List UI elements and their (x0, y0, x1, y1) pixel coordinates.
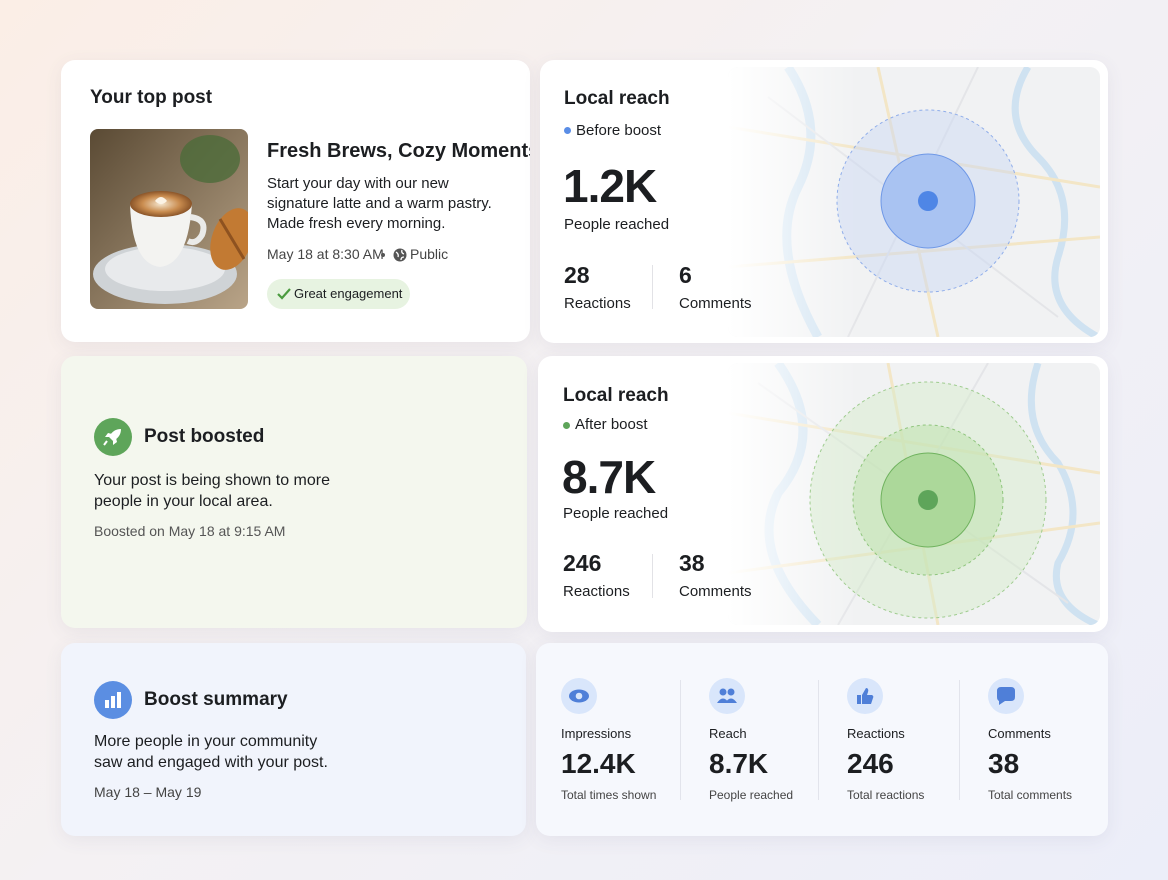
chart-icon (94, 681, 132, 719)
reach-after-card: Local reach After boost 8.7K People reac… (538, 356, 1108, 632)
reach-caption: People reached (564, 216, 670, 233)
summary-text: More people in your community saw and en… (94, 733, 328, 771)
location-dot (918, 490, 938, 510)
metric-label: Comments (988, 726, 1051, 741)
metric-value: 8.7K (709, 748, 769, 779)
top-post-card: Your top post Fresh Brews, Cozy Moments … (61, 60, 530, 342)
card-heading: Local reach (563, 385, 669, 406)
metric-glyph (717, 688, 737, 703)
post-title: Fresh Brews, Cozy Moments (267, 140, 530, 162)
metric-glyph (857, 688, 874, 704)
metric-label: Reactions (847, 726, 905, 741)
post-description: Start your day with our new signature la… (267, 175, 492, 232)
divider (652, 554, 653, 598)
metric-icon (561, 678, 597, 714)
card-heading: Local reach (564, 88, 670, 109)
stat-value: 38 (679, 550, 705, 576)
metrics-card: Impressions 12.4K Total times shown Reach 8.… (536, 643, 1108, 836)
map (728, 363, 1100, 625)
stat-value: 246 (563, 550, 602, 576)
metric-glyph (997, 687, 1015, 705)
reach-label: Before boost (576, 122, 662, 139)
metric-caption: Total reactions (847, 788, 925, 802)
card-heading: Boost summary (144, 689, 288, 710)
stat-label: Reactions (563, 583, 630, 600)
legend-dot (564, 127, 571, 134)
location-dot (918, 191, 938, 211)
metric-label: Reach (709, 726, 747, 741)
metric-icon (988, 678, 1024, 714)
separator-dot (381, 253, 385, 257)
stat-label: Comments (679, 295, 752, 312)
map (728, 67, 1100, 337)
reach-value: 8.7K (562, 451, 656, 503)
boost-status-card: Post boosted Your post is being shown to… (61, 356, 527, 628)
divider (959, 680, 960, 800)
legend-dot (563, 422, 570, 429)
post-date: May 18 at 8:30 AM (267, 246, 384, 262)
check-icon (277, 288, 291, 300)
metric-caption: Total times shown (561, 788, 657, 802)
divider (818, 680, 819, 800)
card-heading: Post boosted (144, 426, 265, 447)
reach-caption: People reached (563, 505, 669, 522)
metric-value: 12.4K (561, 748, 636, 779)
metric-value: 246 (847, 748, 894, 779)
rocket-icon (94, 418, 132, 456)
badge-text: Great engagement (294, 286, 403, 301)
stat-value: 6 (679, 262, 692, 288)
metric-icon (847, 678, 883, 714)
summary-dates: May 18 – May 19 (94, 784, 202, 800)
stat-label: Reactions (564, 295, 631, 312)
divider (652, 265, 653, 309)
post-audience: Public (410, 246, 449, 262)
metric-glyph (569, 689, 589, 703)
card-heading: Your top post (90, 87, 213, 108)
globe-icon (393, 248, 407, 262)
post-image (90, 129, 248, 309)
reach-before-card: Local reach Before boost 1.2K People rea… (540, 60, 1108, 343)
engagement-badge: Great engagement (267, 279, 410, 309)
summary-card: Boost summary More people in your commun… (61, 643, 526, 836)
stat-value: 28 (564, 262, 590, 288)
metric-caption: People reached (709, 788, 794, 802)
metric-value: 38 (988, 748, 1020, 779)
divider (680, 680, 681, 800)
metric-caption: Total comments (988, 788, 1073, 802)
metric-label: Impressions (561, 726, 632, 741)
stat-label: Comments (679, 583, 752, 600)
metric-icon (709, 678, 745, 714)
reach-label: After boost (575, 416, 648, 433)
reach-value: 1.2K (563, 160, 657, 212)
status-text: Your post is being shown to more people … (94, 472, 330, 510)
status-date: Boosted on May 18 at 9:15 AM (94, 523, 286, 539)
